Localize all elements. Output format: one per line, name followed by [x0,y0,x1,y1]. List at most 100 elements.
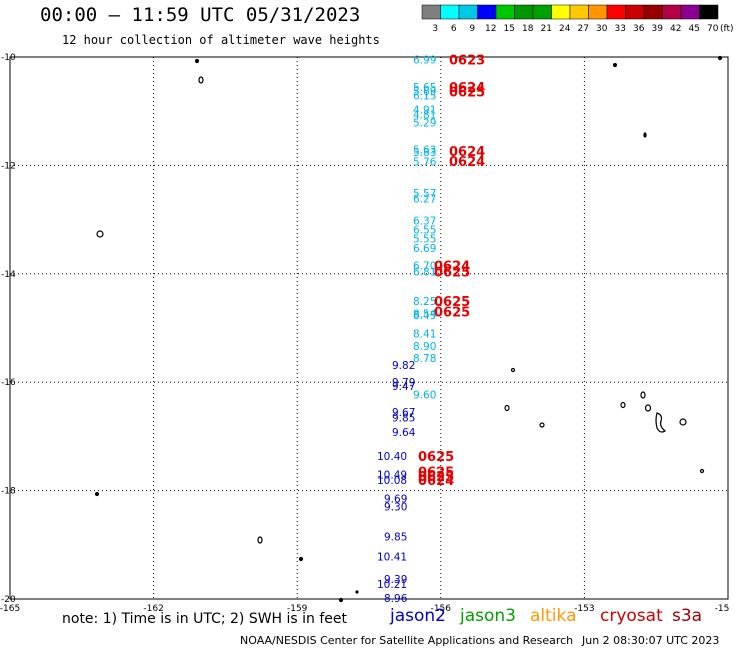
map-frame [9,56,729,600]
lat-tick-label: -20 [1,595,16,605]
swh-value: 5.69 [413,86,436,98]
colorbar-swatch [532,4,552,20]
generated-timestamp: Jun 2 08:30:07 UTC 2023 [582,634,720,647]
pass-time: 0625 [418,450,454,465]
colorbar-label: 9 [469,24,475,34]
island [510,367,516,373]
swh-value: 9.85 [384,532,407,544]
swh-value: 9.79 [392,377,415,389]
colorbar-swatch [551,4,571,20]
pass-time: 0623 [449,54,485,69]
swh-value: 10.40 [377,451,407,463]
map-subtitle: 12 hour collection of altimeter wave hei… [62,33,380,47]
colorbar-unit: (ft) [720,24,734,34]
colorbar-label: 3 [432,24,438,34]
axis-tick-labels: -10 -12 -14 -16 -18 -20-165 -162 -159 -156 -153 -1… [0,53,729,614]
colorbar-swatch [495,4,515,20]
pass-time: 0624 [449,155,485,170]
island [504,404,510,412]
colorbar-label: 12 [485,24,496,34]
swh-value: 9.39 [384,574,407,586]
island [717,55,723,61]
pass-time: 0625 [434,266,470,281]
swh-observations-jason2: 9.829.799.479.679.859.6410.4010.4910.089… [377,360,416,605]
colorbar-label: 33 [615,24,626,34]
colorbar-swatch [643,4,663,20]
legend-cryosat: cryosat [600,606,663,626]
colorbar-label: 39 [652,24,664,34]
swh-value: 6.15 [413,90,436,102]
lat-lon-grid [10,57,728,599]
swh-value: 10.41 [377,552,407,564]
swh-observations-altika: 6.99 5.655.696.15 4.914.815.29 5.635.835.76… [413,55,437,402]
swh-value: 5.63 [413,145,436,157]
swh-value: 5.55 [413,234,436,246]
lon-tick-label: -15 [715,604,730,614]
pass-time-labels: 0623062406250624062406240625062506250625… [418,54,485,489]
swh-value: 5.57 [413,188,436,200]
swh-value: 5.76 [413,157,437,169]
swh-value: 5.83 [413,147,436,159]
lon-tick-label: -165 [0,604,20,614]
legend-s3a: s3a [672,606,703,626]
colorbar-swatch [662,4,682,20]
pass-time: 0624 [434,260,470,275]
swh-value: 6.37 [413,216,436,228]
colorbar-label: 70 [707,24,719,34]
colorbar-label: 15 [504,24,515,34]
pass-time: 0625 [418,466,454,481]
island [612,62,618,68]
lat-tick-label: -14 [1,270,16,280]
swh-value: 6.99 [413,55,436,67]
lat-tick-label: -12 [1,161,16,171]
units-note: note: 1) Time is in UTC; 2) SWH is in fe… [62,611,348,627]
pass-time: 0625 [449,86,485,101]
lon-tick-label: -159 [287,604,308,614]
swh-value: 8.45 [413,310,436,322]
swh-value: 9.67 [392,407,415,419]
colorbar-swatch [477,4,497,20]
island [94,491,100,497]
colorbar-swatch [625,4,645,20]
swh-value: 9.82 [392,360,415,372]
swh-value: 8.90 [413,341,436,353]
swh-value: 6.69 [413,243,436,255]
island [298,556,304,562]
island [655,412,667,433]
colorbar-label: 27 [578,24,589,34]
lat-tick-label: -18 [1,487,16,497]
wave-height-colorbar: 3 6 9 12 15 18 21 24 27 30 33 36 39 42 45 70 (ft) [421,4,734,34]
pass-time: 0625 [418,470,454,485]
island [620,401,626,409]
island [338,597,344,603]
swh-value: 9.85 [392,412,415,424]
swh-value: 6.81 [413,267,436,279]
colorbar-label: 18 [522,24,534,34]
island [679,418,687,426]
pass-time: 0624 [449,81,485,96]
colorbar-swatch [514,4,534,20]
swh-value: 5.65 [413,82,436,94]
swh-value: 5.29 [413,118,436,130]
swh-value: 8.96 [384,593,408,605]
island [355,590,359,594]
pass-time: 0624 [449,145,485,160]
island [539,422,545,428]
credit-line: NOAA/NESDIS Center for Satellite Applica… [240,634,574,647]
island [643,132,647,138]
islands [94,55,723,603]
swh-value: 8.25 [413,296,436,308]
lat-tick-label: -16 [1,378,16,388]
colorbar-swatch [680,4,700,20]
colorbar-swatch [606,4,626,20]
colorbar-swatch [421,4,441,20]
swh-value: 6.70 [413,261,436,273]
colorbar-label: 6 [451,24,457,34]
swh-value: 9.64 [392,427,416,439]
swh-value: 10.21 [377,579,407,591]
island [644,404,652,412]
swh-value: 9.69 [384,494,407,506]
colorbar-swatch [440,4,460,20]
